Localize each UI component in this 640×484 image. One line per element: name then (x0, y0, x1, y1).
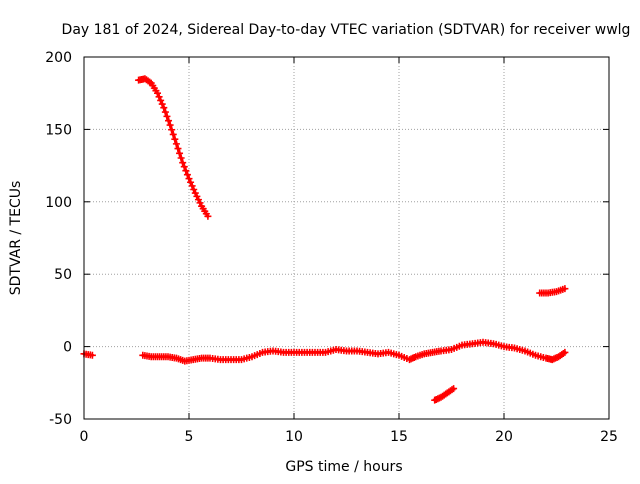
y-tick-label: 200 (45, 50, 72, 66)
data-point (187, 178, 195, 186)
series-segment (431, 385, 458, 404)
data-point (88, 351, 96, 359)
data-point (163, 112, 171, 120)
data-point (168, 126, 176, 134)
data-point (180, 163, 188, 171)
data-point (204, 212, 212, 220)
y-tick-label: 50 (54, 267, 72, 283)
series-segment (139, 338, 569, 365)
x-axis-label: GPS time / hours (285, 459, 402, 475)
data-point (177, 154, 185, 162)
x-tick-label: 10 (285, 429, 303, 445)
data-point (185, 175, 193, 183)
x-tick-label: 20 (495, 429, 513, 445)
x-tick-label: 15 (390, 429, 408, 445)
y-tick-label: 0 (63, 340, 72, 356)
x-tick-label: 5 (185, 429, 194, 445)
data-point (166, 121, 174, 129)
y-tick-label: 100 (45, 195, 72, 211)
series-segment (135, 75, 212, 220)
axes: 0 5 10 15 20 25 -50 0 50 100 150 200 (45, 50, 618, 445)
data-point (190, 185, 198, 193)
data-point (160, 104, 168, 112)
data-point (161, 108, 169, 116)
data-point (561, 285, 569, 293)
series-segment (80, 350, 96, 359)
data-point (158, 100, 166, 108)
data-point (182, 167, 190, 175)
data-point (174, 145, 182, 153)
plot-frame (83, 56, 610, 420)
x-tick-label: 25 (600, 429, 618, 445)
data-point (157, 96, 165, 104)
data-layer (80, 75, 569, 404)
data-point (165, 117, 173, 125)
data-point (183, 171, 191, 179)
data-point (155, 93, 163, 101)
data-point (450, 385, 458, 393)
y-tick-label: -50 (49, 412, 72, 428)
y-tick-label: 150 (45, 122, 72, 138)
y-axis-label: SDTVAR / TECUs (8, 181, 24, 296)
data-point (179, 159, 187, 167)
x-tick-label: 0 (80, 429, 89, 445)
data-point (171, 135, 179, 143)
data-point (176, 149, 184, 157)
data-point (154, 89, 161, 97)
series-segment (536, 285, 569, 297)
series-sdtvar (80, 75, 569, 404)
chart-title: Day 181 of 2024, Sidereal Day-to-day VTE… (62, 22, 631, 38)
data-point (172, 140, 180, 148)
data-point (561, 348, 569, 356)
data-point (169, 130, 177, 138)
data-point (188, 182, 196, 190)
